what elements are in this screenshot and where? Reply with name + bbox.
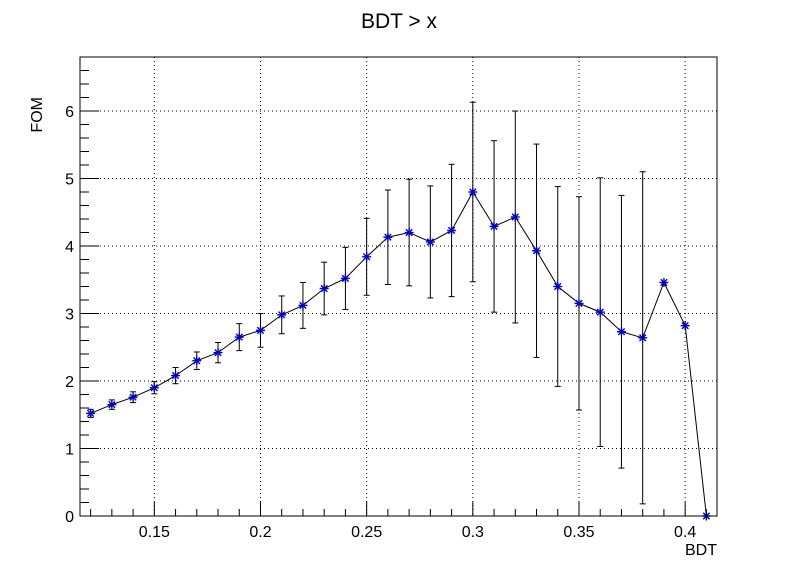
marker-stroke — [108, 400, 116, 409]
data-point — [128, 392, 138, 402]
marker-stroke — [617, 328, 626, 336]
data-point — [404, 228, 414, 237]
data-point — [638, 333, 648, 343]
marker-stroke — [256, 326, 265, 335]
y-tick-label: 0 — [65, 509, 74, 526]
marker-stroke — [214, 348, 222, 357]
data-point — [447, 225, 457, 235]
marker-stroke — [511, 213, 519, 221]
data-point — [255, 325, 265, 335]
marker-stroke — [596, 308, 604, 316]
marker-stroke — [320, 284, 328, 293]
data-point — [171, 371, 181, 381]
marker-stroke — [384, 233, 392, 241]
data-point — [362, 252, 372, 262]
marker-stroke — [638, 334, 647, 342]
marker-stroke — [341, 274, 350, 283]
marker-stroke — [490, 222, 498, 231]
x-tick-label: 0.3 — [462, 524, 484, 541]
x-tick-label: 0.2 — [249, 524, 271, 541]
error-bars — [87, 101, 646, 505]
data-point — [595, 307, 605, 317]
marker-stroke — [362, 253, 371, 261]
data-point — [340, 273, 350, 283]
data-point — [425, 237, 435, 247]
data-point — [149, 383, 159, 393]
marker-stroke — [447, 226, 456, 235]
y-tick-label: 3 — [65, 307, 74, 324]
marker-stroke — [129, 393, 137, 401]
marker-stroke — [278, 311, 286, 319]
data-point — [192, 356, 202, 366]
y-tick-label: 2 — [65, 374, 74, 391]
data-point — [86, 408, 96, 418]
x-tick-label: 0.4 — [674, 524, 696, 541]
data-point — [489, 221, 499, 231]
data-point — [234, 332, 244, 342]
marker-stroke — [426, 238, 435, 246]
marker-stroke — [554, 282, 562, 291]
y-axis-label: FOM — [29, 97, 46, 133]
data-point — [213, 348, 223, 358]
data-point — [277, 310, 287, 320]
data-point — [574, 298, 584, 308]
data-point — [107, 400, 117, 410]
marker-stroke — [86, 409, 95, 418]
x-tick-labels: 0.15 0.2 0.25 0.3 0.35 0.4 — [139, 524, 697, 541]
marker-stroke — [575, 299, 583, 308]
x-tick-label: 0.35 — [563, 524, 594, 541]
x-tick-label: 0.15 — [139, 524, 170, 541]
marker-stroke — [405, 228, 413, 237]
marker-stroke — [681, 321, 689, 330]
marker-stroke — [532, 247, 541, 255]
marker-stroke — [235, 333, 243, 341]
marker-stroke — [299, 301, 307, 310]
marker-stroke — [660, 278, 668, 287]
data-point — [680, 321, 690, 331]
data-point — [383, 232, 393, 242]
data-point — [616, 327, 626, 337]
x-tick-label: 0.25 — [351, 524, 382, 541]
marker-stroke — [171, 371, 180, 380]
data-point — [298, 300, 308, 310]
y-tick-labels: 0 1 2 3 4 5 6 — [65, 104, 74, 526]
series-line — [90, 191, 707, 517]
x-axis-label: BDT — [685, 542, 717, 559]
marker-stroke — [193, 357, 201, 365]
data-point — [532, 246, 542, 256]
chart-title: BDT > x — [361, 10, 438, 33]
marker-stroke — [469, 188, 477, 196]
y-tick-label: 6 — [65, 104, 74, 121]
y-tick-label: 4 — [65, 239, 74, 256]
y-tick-label: 5 — [65, 172, 74, 189]
axis-ticks — [80, 56, 707, 517]
data-point — [553, 282, 563, 291]
marker-stroke — [150, 384, 159, 392]
data-point — [468, 187, 478, 197]
data-points — [86, 187, 711, 521]
data-point — [510, 212, 520, 222]
y-tick-label: 1 — [65, 442, 74, 459]
data-point — [319, 284, 329, 294]
data-point — [659, 277, 669, 287]
